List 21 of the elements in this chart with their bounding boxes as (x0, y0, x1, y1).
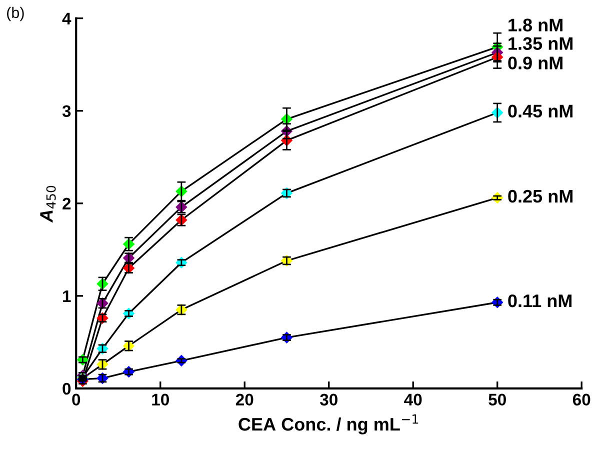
series-label: 0.25 nM (508, 190, 572, 203)
x-tick-label: 10 (152, 394, 169, 406)
x-tick-label: 0 (72, 394, 80, 406)
y-axis-title: A$_{450}$ (40, 186, 56, 223)
y-tick-label: 4 (62, 12, 72, 24)
y-tick-label: 1 (63, 290, 71, 302)
x-tick-label: 40 (404, 394, 422, 406)
x-tick-label: 20 (236, 394, 254, 406)
y-tick-label: 2 (62, 198, 71, 210)
x-tick-label: 30 (320, 394, 338, 406)
series-label: 1.35 nM (508, 37, 572, 50)
x-tick-label: 50 (488, 394, 506, 406)
series-label: 0.9 nM (508, 56, 562, 70)
y-tick-label: 3 (62, 105, 71, 118)
x-tick-label: 60 (572, 394, 590, 406)
y-tick-label: 0 (62, 382, 71, 395)
series-label: 0.45 nM (508, 104, 572, 118)
x-axis-title: CEA Conc. / ng mL$^{−1}$ (238, 414, 418, 434)
text: (b) (7, 6, 24, 22)
series-label: 0.11 nM (508, 294, 572, 308)
series-label: 1.8 nM (508, 18, 562, 32)
